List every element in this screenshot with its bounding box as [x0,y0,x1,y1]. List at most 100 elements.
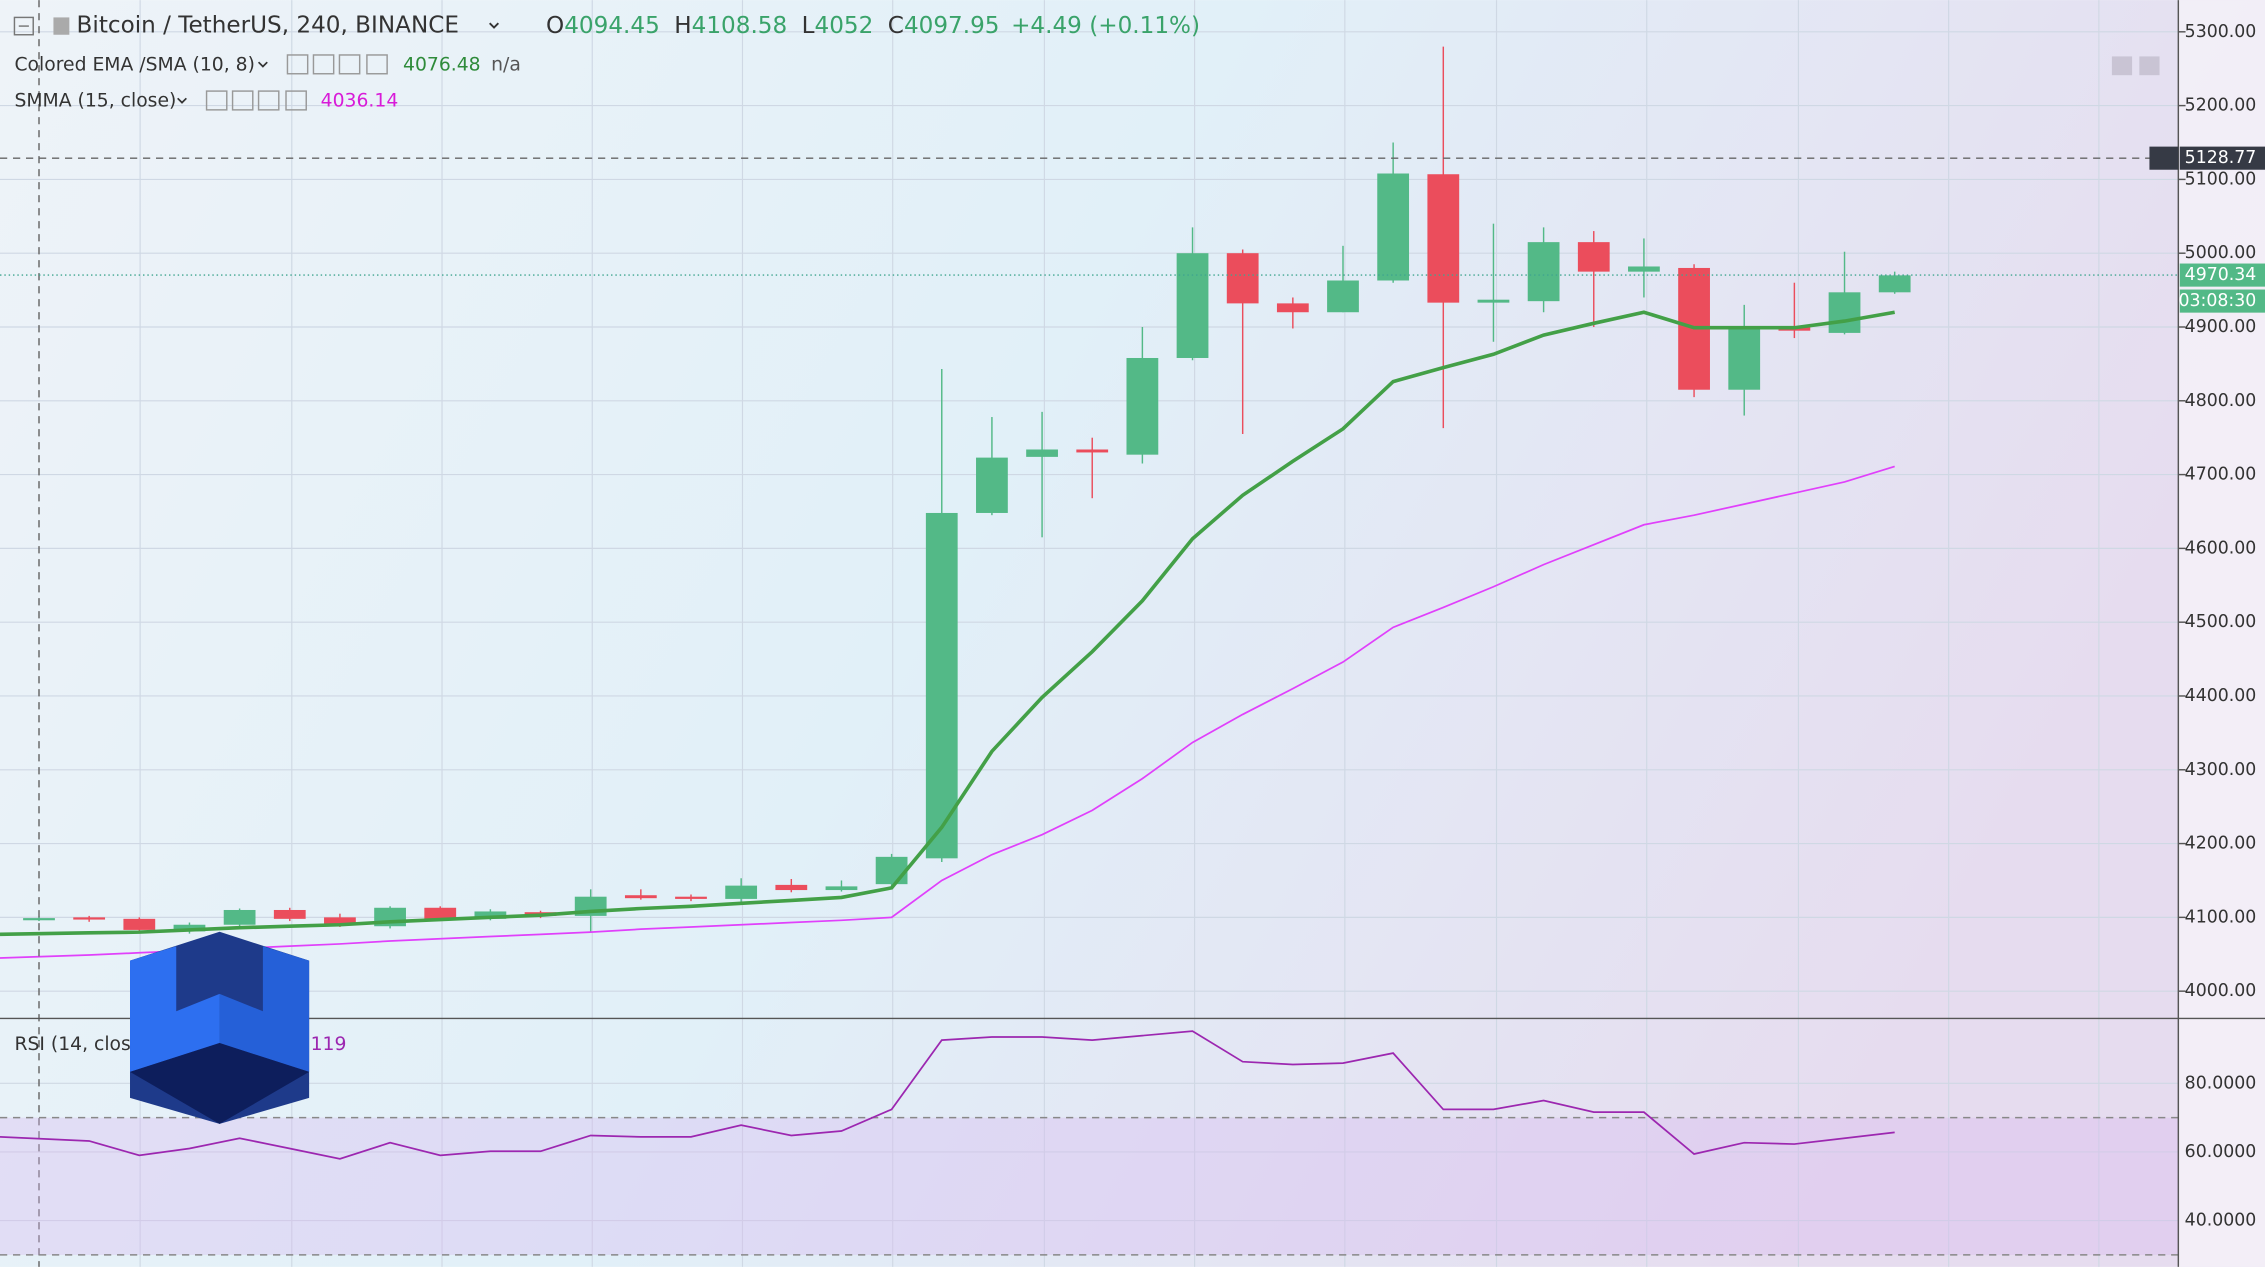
crosshair-tag [2149,146,2179,170]
candle-body [775,884,808,891]
pane-button[interactable] [2111,56,2133,76]
y-tick-label: 4300.00 [2185,760,2257,780]
indicator-line [0,465,1895,959]
candle-body [1076,449,1109,453]
candle-body [1026,449,1058,457]
source-button[interactable] [338,54,361,75]
candle-body [1377,173,1410,281]
y-tick-label: 4900.00 [2185,317,2257,337]
y-tick-label: 4500.00 [2185,612,2257,632]
candle-body [73,917,106,920]
ohlc-value: 4052 [815,13,874,39]
candle-body [825,886,858,891]
logo-shape [130,1043,310,1124]
countdown-tag [2179,289,2265,313]
price-axis [2178,0,2265,1267]
candle-body [324,917,356,925]
ohlc-label: L [802,13,815,39]
candle-body [1427,174,1460,303]
candle-body [123,918,156,930]
y-tick-label: 5200.00 [2185,96,2257,116]
eye-button[interactable] [205,90,228,111]
y-tick-label: 60.0000 [2185,1142,2257,1162]
ohlc-label: C [888,13,904,39]
candle-body [173,924,206,932]
candle-body [675,896,707,899]
candle-body [23,918,55,921]
candle-body [875,856,908,885]
ohlc: O4094.45 H4108.58 L4052 C4097.95 +4.49 (+0.1… [546,13,1200,39]
ohlc-value: 4097.95 [904,13,1000,39]
candle-body [1878,275,1911,293]
candle-body [474,911,507,919]
change: +4.49 (+0.11%) [1011,13,1200,39]
collapse-icon[interactable] [13,16,34,36]
pane-button[interactable] [2139,56,2160,76]
remove-button[interactable] [366,54,388,75]
symbol-dropdown[interactable] [489,22,500,29]
candle-body [1276,303,1309,313]
indicator-name[interactable]: SMMA (15, close) [14,91,176,112]
y-tick-label: 4100.00 [2185,907,2257,927]
y-tick-label: 4200.00 [2185,834,2257,854]
indicator-buttons [286,54,388,75]
candle-body [624,895,657,899]
y-tick-label: 80.0000 [2185,1073,2257,1093]
y-tick-label: 4800.00 [2185,391,2257,411]
grid [0,0,2179,1267]
countdown: 03:08:30 [2179,291,2257,311]
y-tick-label: 40.0000 [2185,1211,2257,1231]
indicator-name[interactable]: Colored EMA /SMA (10, 8) [14,55,254,76]
candle-body [1577,242,1610,272]
y-tick-label: 5300.00 [2185,22,2257,42]
indicator-extra: n/a [491,55,521,76]
candle-body [1628,266,1660,272]
candle-body [925,512,958,859]
crosshair-tag [2179,146,2265,170]
candle-body [1126,357,1159,455]
symbol[interactable]: Bitcoin / TetherUS, 240, BINANCE [77,13,459,39]
source-button[interactable] [257,90,280,111]
eye-button[interactable] [286,54,309,75]
candle-body [1728,326,1761,390]
candle-body [1527,242,1560,302]
rsi-name[interactable]: RSI (14, close [14,1034,142,1055]
indicator-dropdown[interactable] [177,97,187,104]
remove-button[interactable] [285,90,307,111]
candle-body [424,907,457,919]
candle-body [1176,253,1209,358]
candle-body [273,909,306,919]
y-tick-label: 4000.00 [2185,981,2257,1001]
candle-body [725,885,758,899]
crosshair-price: 5128.77 [2185,148,2257,168]
flag-icon[interactable] [53,17,70,35]
candle-body [1477,299,1510,303]
ohlc-label: O [546,13,564,39]
ohlc-value: 4108.58 [692,13,788,39]
settings-button[interactable] [231,90,254,111]
last-price-tag [2179,263,2265,287]
axis-labels: 4000.00 4100.00 4200.00 4300.00 4400.00 4500.… [2149,22,2265,1231]
candle-body [1828,292,1861,333]
indicator-dropdown[interactable] [257,61,268,68]
y-tick-label: 4400.00 [2185,686,2257,706]
ohlc-value: 4094.45 [564,13,660,39]
y-tick-label: 5000.00 [2185,243,2257,263]
y-tick-label: 4700.00 [2185,465,2257,485]
candle-body [223,909,256,925]
y-tick-label: 5100.00 [2185,169,2257,189]
settings-button[interactable] [312,54,335,75]
indicator-value: 4036.14 [321,91,399,112]
last-price: 4970.34 [2185,265,2257,285]
logo-shape [219,946,310,1072]
indicator-line [0,310,1895,937]
plot [0,0,2179,1267]
logo [130,931,310,1124]
candle-body [1226,253,1259,304]
rsi-line [0,1030,1895,1160]
rsi-value: 119 [311,1034,347,1055]
logo-shape [130,946,220,1072]
